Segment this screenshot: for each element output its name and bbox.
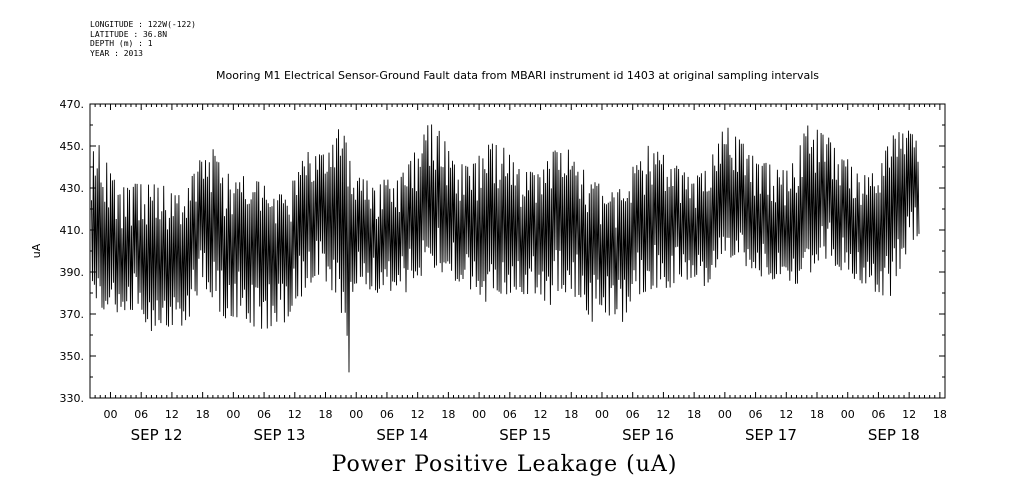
x-hour-label: 06 [871,408,885,421]
x-hour-label: 12 [656,408,670,421]
x-hour-label: 18 [564,408,578,421]
y-tick-label: 450. [60,140,85,153]
y-tick-label: 370. [60,308,85,321]
metadata-block: LONGITUDE : 122W(-122) LATITUDE : 36.8N … [90,20,196,58]
latitude-label: LATITUDE : 36.8N [90,29,168,39]
x-hour-label: 18 [933,408,947,421]
y-tick-label: 350. [60,350,85,363]
longitude-label: LONGITUDE : 122W(-122) [90,20,196,29]
year-label: YEAR : 2013 [90,48,143,58]
x-hour-label: 18 [196,408,210,421]
x-hour-label: 12 [534,408,548,421]
y-axis-label: uA [30,243,43,258]
y-tick-label: 410. [60,224,85,237]
x-hour-label: 06 [134,408,148,421]
x-hour-label: 12 [411,408,425,421]
x-hour-label: 12 [902,408,916,421]
x-hour-label: 00 [841,408,855,421]
series-power-positive-leakage [91,124,920,373]
chart-title: Mooring M1 Electrical Sensor-Ground Faul… [216,69,819,82]
x-hour-label: 00 [349,408,363,421]
x-hour-label: 06 [380,408,394,421]
x-hour-label: 18 [319,408,333,421]
x-hour-label: 18 [810,408,824,421]
variable-caption: Power Positive Leakage (uA) [331,452,678,477]
x-hour-label: 18 [687,408,701,421]
series-line [91,124,920,373]
depth-label: DEPTH (m) : 1 [90,39,153,48]
x-hour-label: 00 [718,408,732,421]
x-hour-label: 18 [441,408,455,421]
x-hour-label: 12 [779,408,793,421]
y-tick-label: 390. [60,266,85,279]
x-hour-label: 06 [626,408,640,421]
x-hour-label: 00 [472,408,486,421]
x-hour-label: 00 [226,408,240,421]
x-date-label: SEP 13 [253,426,305,444]
x-hour-label: 06 [749,408,763,421]
x-hour-label: 12 [288,408,302,421]
x-hour-label: 12 [165,408,179,421]
x-date-label: SEP 17 [745,426,797,444]
x-hour-label: 06 [257,408,271,421]
x-date-label: SEP 12 [131,426,183,444]
x-date-label: SEP 18 [868,426,920,444]
x-date-label: SEP 15 [499,426,551,444]
x-axis: 00 06 12 18 SEP 12 00 06 12 18 SEP 13 00 06 12 18 SEP … [89,104,947,444]
x-date-label: SEP 14 [376,426,428,444]
y-tick-label: 470. [60,98,85,111]
x-hour-label: 00 [103,408,117,421]
x-date-label: SEP 16 [622,426,674,444]
x-hour-label: 00 [595,408,609,421]
x-hour-label: 06 [503,408,517,421]
y-tick-label: 430. [60,182,85,195]
y-tick-label: 330. [60,392,85,405]
